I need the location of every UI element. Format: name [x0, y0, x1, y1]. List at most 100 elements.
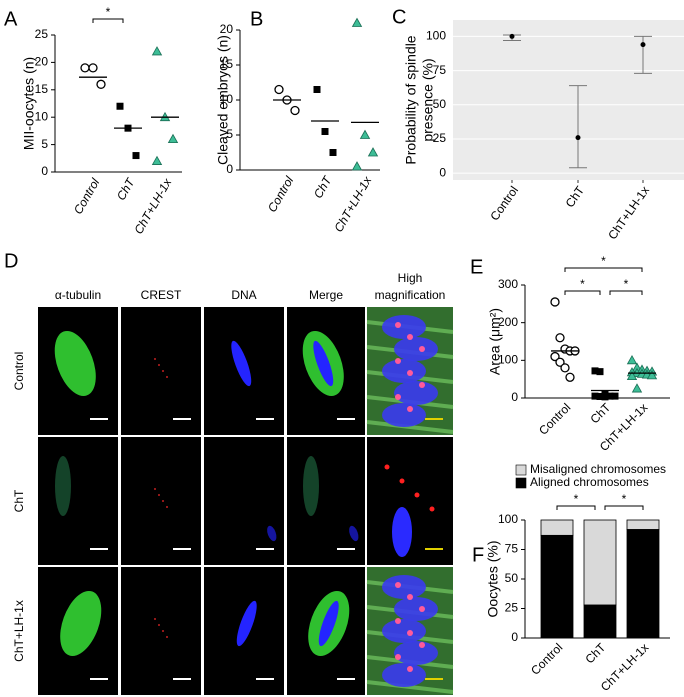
legend-label: Aligned chromosomes [530, 475, 649, 489]
micrograph-kinetochore [158, 624, 160, 626]
micrograph [121, 437, 201, 565]
x-tick-label: Control [71, 176, 103, 217]
micrograph-kinetochore [162, 500, 164, 502]
data-point [329, 149, 337, 156]
micrograph-kinetochore [395, 654, 401, 660]
data-point [560, 363, 570, 373]
micrograph-kinetochore [414, 492, 420, 498]
data-point [88, 63, 98, 73]
y-tick-label: 100 [426, 29, 446, 43]
data-point [96, 79, 106, 89]
significance-bracket [564, 290, 601, 295]
y-axis-label: Probability of spindle [403, 35, 419, 164]
bar-segment [583, 604, 617, 639]
data-point [313, 86, 321, 93]
y-axis-label: Cleaved embryos (n) [215, 35, 231, 165]
data-point [626, 355, 638, 365]
micrograph-kinetochore [154, 618, 156, 620]
panel-letter: F [472, 544, 484, 566]
x-tick-label: ChT [587, 400, 613, 426]
micrograph-kinetochore [407, 666, 413, 672]
micrograph-kinetochore [395, 394, 401, 400]
y-tick-label: 5 [226, 127, 233, 141]
data-point [550, 351, 560, 362]
data-point [555, 357, 565, 367]
panel-letter: D [4, 250, 18, 272]
micrograph-kinetochore [407, 594, 413, 600]
data-point [509, 33, 515, 39]
data-point [274, 84, 284, 95]
micrograph-kinetochore [407, 630, 413, 636]
y-axis-label: Area (μm²) [487, 308, 503, 375]
micrograph-spindle [54, 330, 96, 397]
row-label: Control [12, 352, 26, 391]
micrograph-kinetochore [162, 370, 164, 372]
bar-segment [626, 529, 660, 639]
micrograph-dna [382, 403, 426, 427]
y-tick-label: 15 [35, 82, 49, 96]
micrograph-dna [313, 340, 334, 387]
y-tick-label: 10 [35, 109, 49, 123]
y-tick-label: 50 [505, 571, 519, 585]
micrograph-kinetochore [419, 642, 425, 648]
y-tick-label: 0 [511, 390, 518, 404]
data-point [359, 129, 371, 139]
y-tick-label: 75 [433, 63, 447, 77]
x-tick-label: ChT+LH-1x [605, 184, 652, 243]
significance-label: * [624, 277, 629, 291]
significance-label: * [106, 5, 111, 19]
y-tick-label: 0 [439, 165, 446, 179]
micrograph-kinetochore [384, 464, 390, 470]
micrograph [287, 437, 365, 565]
column-header: Merge [309, 288, 343, 302]
panel-letter: A [4, 8, 18, 30]
y-tick-label: 20 [220, 22, 234, 36]
data-point [591, 392, 599, 400]
micrograph-dna [318, 600, 339, 647]
column-header: α-tubulin [55, 288, 101, 302]
x-tick-label: Control [487, 184, 521, 224]
micrograph-dna [231, 340, 252, 387]
significance-label: * [601, 254, 606, 268]
micrograph-kinetochore [166, 506, 168, 508]
significance-bracket [609, 290, 643, 295]
significance-bracket [604, 505, 644, 510]
micrograph-kinetochore [154, 358, 156, 360]
y-axis-label: Oocytes (%) [485, 540, 501, 617]
micrograph-kinetochore [158, 364, 160, 366]
data-point [550, 297, 560, 307]
y-tick-label: 300 [498, 277, 518, 291]
y-tick-label: 200 [498, 315, 518, 329]
micrograph-dna [382, 359, 426, 383]
micrograph [38, 437, 118, 565]
micrograph-dna [382, 315, 426, 339]
significance-label: * [622, 492, 627, 506]
micrograph-spindle [303, 456, 319, 516]
y-tick-label: 25 [433, 131, 447, 145]
micrograph-spindle [55, 456, 71, 516]
row-label: ChT [12, 489, 26, 512]
y-tick-label: 25 [505, 601, 519, 615]
data-point [646, 370, 658, 380]
micrograph-kinetochore [429, 506, 435, 512]
micrograph-kinetochore [407, 334, 413, 340]
micrograph-kinetochore [395, 582, 401, 588]
micrograph-dna [394, 597, 438, 621]
x-tick-label: Control [528, 640, 565, 677]
y-tick-label: 10 [220, 92, 234, 106]
micrograph-kinetochore [395, 322, 401, 328]
data-point [631, 383, 643, 393]
y-tick-label: 100 [498, 512, 518, 526]
y-tick-label: 0 [226, 162, 233, 176]
micrograph-dna [392, 507, 412, 557]
micrograph-kinetochore [407, 406, 413, 412]
y-tick-label: 100 [498, 353, 518, 367]
bar-segment [540, 519, 574, 536]
micrograph [121, 307, 201, 435]
data-point [601, 393, 609, 401]
micrograph-kinetochore [419, 382, 425, 388]
data-point [596, 368, 604, 376]
panel-letter: E [470, 256, 483, 278]
y-tick-label: 50 [433, 97, 447, 111]
y-axis-label: MII-oocytes (n) [21, 57, 37, 150]
